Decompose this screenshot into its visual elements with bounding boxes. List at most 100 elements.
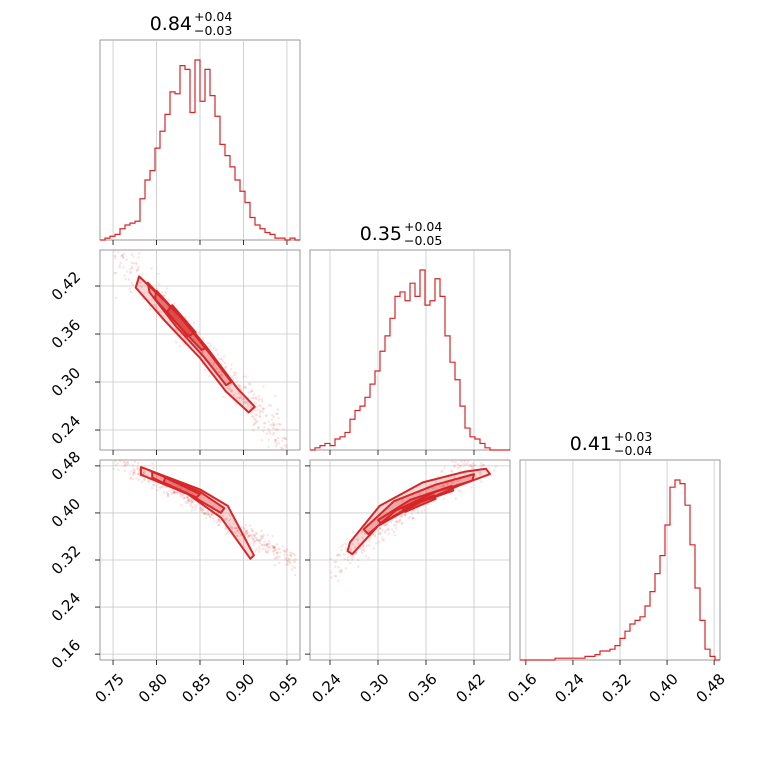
title-value: 0.35 [360,223,402,245]
scatter-point [247,396,250,399]
scatter-point [280,446,283,449]
panel-title-1: 0.35 +0.04−0.05 [360,219,443,248]
scatter-point [267,549,270,552]
scatter-point [234,526,238,529]
scatter-point [435,480,438,483]
scatter-point [141,468,144,471]
scatter-point [201,508,204,511]
scatter-point [126,463,129,466]
scatter-point [371,533,375,536]
scatter-point [263,543,266,546]
scatter-point [178,484,181,488]
scatter-point [278,442,281,445]
scatter-point [363,545,366,548]
scatter-point [170,492,173,495]
scatter-point [114,257,117,260]
scatter-point [136,269,139,272]
scatter-point [220,357,223,361]
scatter-point [255,409,258,412]
scatter-point [147,480,150,483]
scatter-point [376,529,379,532]
scatter-point [171,491,174,494]
scatter-point [191,498,194,501]
scatter-point [258,550,261,554]
scatter-point [378,532,381,536]
scatter-point [201,362,204,366]
scatter-point [357,542,360,545]
scatter-point [254,536,257,539]
scatter-point [274,548,277,552]
scatter-point [191,501,195,504]
scatter-point [206,511,210,514]
scatter-point [276,551,279,554]
scatter-point [411,509,414,512]
scatter-point [131,267,134,270]
y-tick-label: 0.30 [48,364,84,400]
scatter-point [150,486,154,490]
scatter-point [401,522,404,526]
scatter-point [238,391,241,394]
scatter-point [274,439,277,442]
scatter-point [259,538,262,541]
scatter-point [261,410,265,413]
scatter-point [254,549,257,553]
scatter-point [120,254,124,257]
title-plus: +0.03 [614,429,652,444]
scatter-point [275,412,278,415]
scatter-point [199,506,203,509]
scatter-point [354,552,357,555]
scatter-point [351,556,354,559]
scatter-point [273,427,276,431]
scatter-point [257,408,260,412]
scatter-point [252,429,255,432]
scatter-point [217,523,220,527]
scatter-point [233,393,236,396]
scatter-point [400,521,404,524]
scatter-point [167,494,170,497]
scatter-point [200,510,203,513]
scatter-point [205,512,208,515]
scatter-point [223,361,227,365]
scatter-point [432,486,435,490]
contour-level-1 [362,473,475,536]
scatter-point [240,534,243,537]
scatter-point [191,509,194,512]
scatter-point [429,483,432,486]
panel-title-2: 0.41 +0.03−0.04 [570,429,653,458]
scatter-point [224,365,228,369]
scatter-point [265,544,268,547]
scatter-point [165,287,169,290]
scatter-point [122,255,125,259]
scatter-point [258,541,262,544]
scatter-point [393,524,396,527]
scatter-point [173,491,177,495]
scatter-point [252,543,255,547]
scatter-point [232,371,236,374]
scatter-point [244,401,247,404]
scatter-point [373,535,376,538]
scatter-point [244,523,247,526]
scatter-point [267,551,270,554]
scatter-point [230,390,234,393]
scatter-point [272,553,275,556]
scatter-point [235,402,238,405]
scatter-point [260,398,264,401]
scatter-point [143,478,146,481]
scatter-point [186,319,189,322]
scatter-point [459,470,462,473]
scatter-point [159,297,162,300]
scatter-point [379,527,382,531]
scatter-point [444,483,447,486]
scatter-point [472,465,475,468]
scatter-point [354,545,357,549]
scatter-point [383,531,387,534]
scatter-point [245,532,249,535]
scatter-point [291,568,294,571]
scatter-point [384,529,387,532]
scatter-point [216,518,220,521]
scatter-point [457,466,460,470]
scatter-point [262,430,265,433]
scatter-point [244,530,247,533]
scatter-point [294,557,297,560]
scatter-point [268,430,271,433]
